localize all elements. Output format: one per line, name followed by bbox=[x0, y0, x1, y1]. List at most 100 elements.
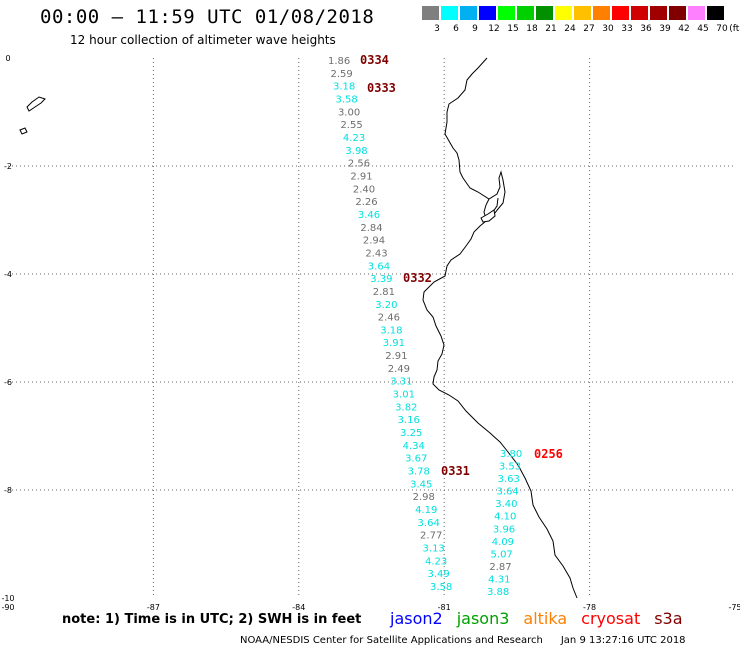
wave-height-value: 3.64 bbox=[418, 518, 440, 529]
wave-height-value: 4.10 bbox=[494, 512, 516, 523]
wave-height-value: 3.58 bbox=[430, 582, 452, 593]
wave-height-value: 3.16 bbox=[398, 415, 420, 426]
wave-height-value: 3.40 bbox=[495, 499, 517, 510]
colorbar-label: 27 bbox=[583, 24, 595, 34]
credit-line: NOAA/NESDIS Center for Satellite Applica… bbox=[240, 635, 686, 646]
legend-item-altika: altika bbox=[523, 609, 568, 628]
wave-height-value: 3.98 bbox=[345, 146, 367, 157]
colorbar-swatch bbox=[707, 6, 724, 20]
wave-height-value: 2.98 bbox=[413, 492, 435, 503]
wave-height-value: 2.26 bbox=[355, 197, 377, 208]
lon-tick-label: -78 bbox=[583, 603, 596, 612]
wave-height-value: 3.13 bbox=[423, 544, 445, 555]
pass-time-labels: 0334 0333 0332 0331 0256 bbox=[360, 53, 563, 478]
lon-tick-label: -90 bbox=[1, 603, 14, 612]
wave-height-value: 2.56 bbox=[348, 159, 370, 170]
south-america-coastline bbox=[422, 57, 578, 599]
wave-height-value: 3.01 bbox=[393, 390, 415, 401]
colorbar-swatch bbox=[536, 6, 553, 20]
colorbar-swatch bbox=[593, 6, 610, 20]
colorbar-swatch bbox=[650, 6, 667, 20]
wave-height-value: 3.53 bbox=[499, 462, 521, 473]
colorbar-label: 36 bbox=[640, 24, 652, 34]
wave-height-value: 5.07 bbox=[491, 549, 513, 560]
wave-height-value: 3.58 bbox=[335, 94, 357, 105]
wave-height-value: 2.49 bbox=[388, 364, 410, 375]
colorbar-label: 9 bbox=[472, 24, 478, 34]
page-title: 00:00 – 11:59 UTC 01/08/2018 bbox=[40, 6, 375, 28]
legend-item-cryosat: cryosat bbox=[581, 609, 641, 628]
wave-height-value: 3.25 bbox=[400, 428, 422, 439]
wave-height-value: 4.23 bbox=[425, 556, 447, 567]
lon-tick-label: -81 bbox=[438, 603, 451, 612]
colorbar-swatch bbox=[612, 6, 629, 20]
wave-height-value: 3.63 bbox=[498, 474, 520, 485]
wave-height-value: 2.55 bbox=[340, 120, 362, 131]
wave-height-value: 4.19 bbox=[415, 505, 437, 516]
wave-height-value: 3.45 bbox=[410, 479, 432, 490]
generated-timestamp: Jan 9 13:27:16 UTC 2018 bbox=[560, 635, 686, 646]
wave-height-value: 3.64 bbox=[496, 487, 518, 498]
wave-height-value: 2.87 bbox=[489, 562, 511, 573]
wave-height-value: 3.46 bbox=[358, 210, 380, 221]
satellite-legend: jason2 jason3 altika cryosat s3a bbox=[390, 609, 697, 628]
lon-tick-label: -84 bbox=[292, 603, 305, 612]
wave-height-value: 2.81 bbox=[373, 287, 395, 298]
colorbar-label: 3 bbox=[434, 24, 440, 34]
pass-time-label: 0331 bbox=[441, 464, 470, 478]
wave-height-value: 3.00 bbox=[338, 107, 360, 118]
wave-height-value: 2.91 bbox=[385, 351, 407, 362]
wave-height-value: 2.59 bbox=[330, 69, 352, 80]
colorbar-label: 24 bbox=[564, 24, 576, 34]
colorbar-label: 21 bbox=[545, 24, 557, 34]
colorbar-swatch bbox=[498, 6, 515, 20]
colorbar-swatch bbox=[479, 6, 496, 20]
wave-height-value: 3.91 bbox=[383, 338, 405, 349]
wave-height-value: 2.77 bbox=[420, 531, 442, 542]
wave-height-value: 3.88 bbox=[487, 587, 509, 598]
wave-height-value: 2.91 bbox=[350, 171, 372, 182]
colorbar-swatch bbox=[688, 6, 705, 20]
galapagos-island-isabela bbox=[26, 96, 46, 112]
wave-height-value: 2.40 bbox=[353, 184, 375, 195]
colorbar-label: 45 bbox=[697, 24, 709, 34]
wave-height-value: 3.39 bbox=[370, 274, 392, 285]
wave-height-value: 3.78 bbox=[408, 467, 430, 478]
colorbar-label: 42 bbox=[678, 24, 690, 34]
colorbar-label: 70 bbox=[716, 24, 728, 34]
legend-item-s3a: s3a bbox=[654, 609, 683, 628]
wave-height-value: 3.49 bbox=[428, 569, 450, 580]
wave-height-value: 4.23 bbox=[343, 133, 365, 144]
colorbar-swatch bbox=[555, 6, 572, 20]
lon-tick-label: -87 bbox=[147, 603, 160, 612]
wave-height-value: 3.18 bbox=[333, 82, 355, 93]
wave-height-value: 3.82 bbox=[395, 402, 417, 413]
coastline bbox=[19, 57, 578, 599]
legend-item-jason3: jason3 bbox=[456, 609, 510, 628]
lon-tick-label: -75 bbox=[728, 603, 740, 612]
lat-tick-label: -10 bbox=[1, 594, 14, 603]
puna-island bbox=[480, 209, 496, 223]
wave-height-value: 3.64 bbox=[368, 261, 390, 272]
pass-time-label: 0334 bbox=[360, 53, 389, 67]
colorbar-swatch bbox=[574, 6, 591, 20]
wave-height-value: 2.46 bbox=[378, 313, 400, 324]
credit-text: NOAA/NESDIS Center for Satellite Applica… bbox=[240, 635, 543, 646]
colorbar-swatch bbox=[441, 6, 458, 20]
wave-height-value: 3.18 bbox=[380, 325, 402, 336]
colorbar-swatch bbox=[422, 6, 439, 20]
colorbar-label: 33 bbox=[621, 24, 633, 34]
lat-tick-label: -2 bbox=[4, 162, 12, 171]
wave-height-value: 3.20 bbox=[375, 300, 397, 311]
wave-height-value: 1.86 bbox=[328, 56, 350, 67]
wave-height-value: 3.31 bbox=[390, 377, 412, 388]
pass-time-label: 0332 bbox=[403, 271, 432, 285]
colorbar-label: 39 bbox=[659, 24, 671, 34]
colorbar-swatch bbox=[631, 6, 648, 20]
page-subtitle: 12 hour collection of altimeter wave hei… bbox=[70, 33, 336, 47]
wave-height-value: 2.94 bbox=[363, 236, 385, 247]
wave-height-value: 2.84 bbox=[360, 223, 382, 234]
lat-tick-label: -6 bbox=[4, 378, 12, 387]
legend-item-jason2: jason2 bbox=[390, 609, 443, 628]
